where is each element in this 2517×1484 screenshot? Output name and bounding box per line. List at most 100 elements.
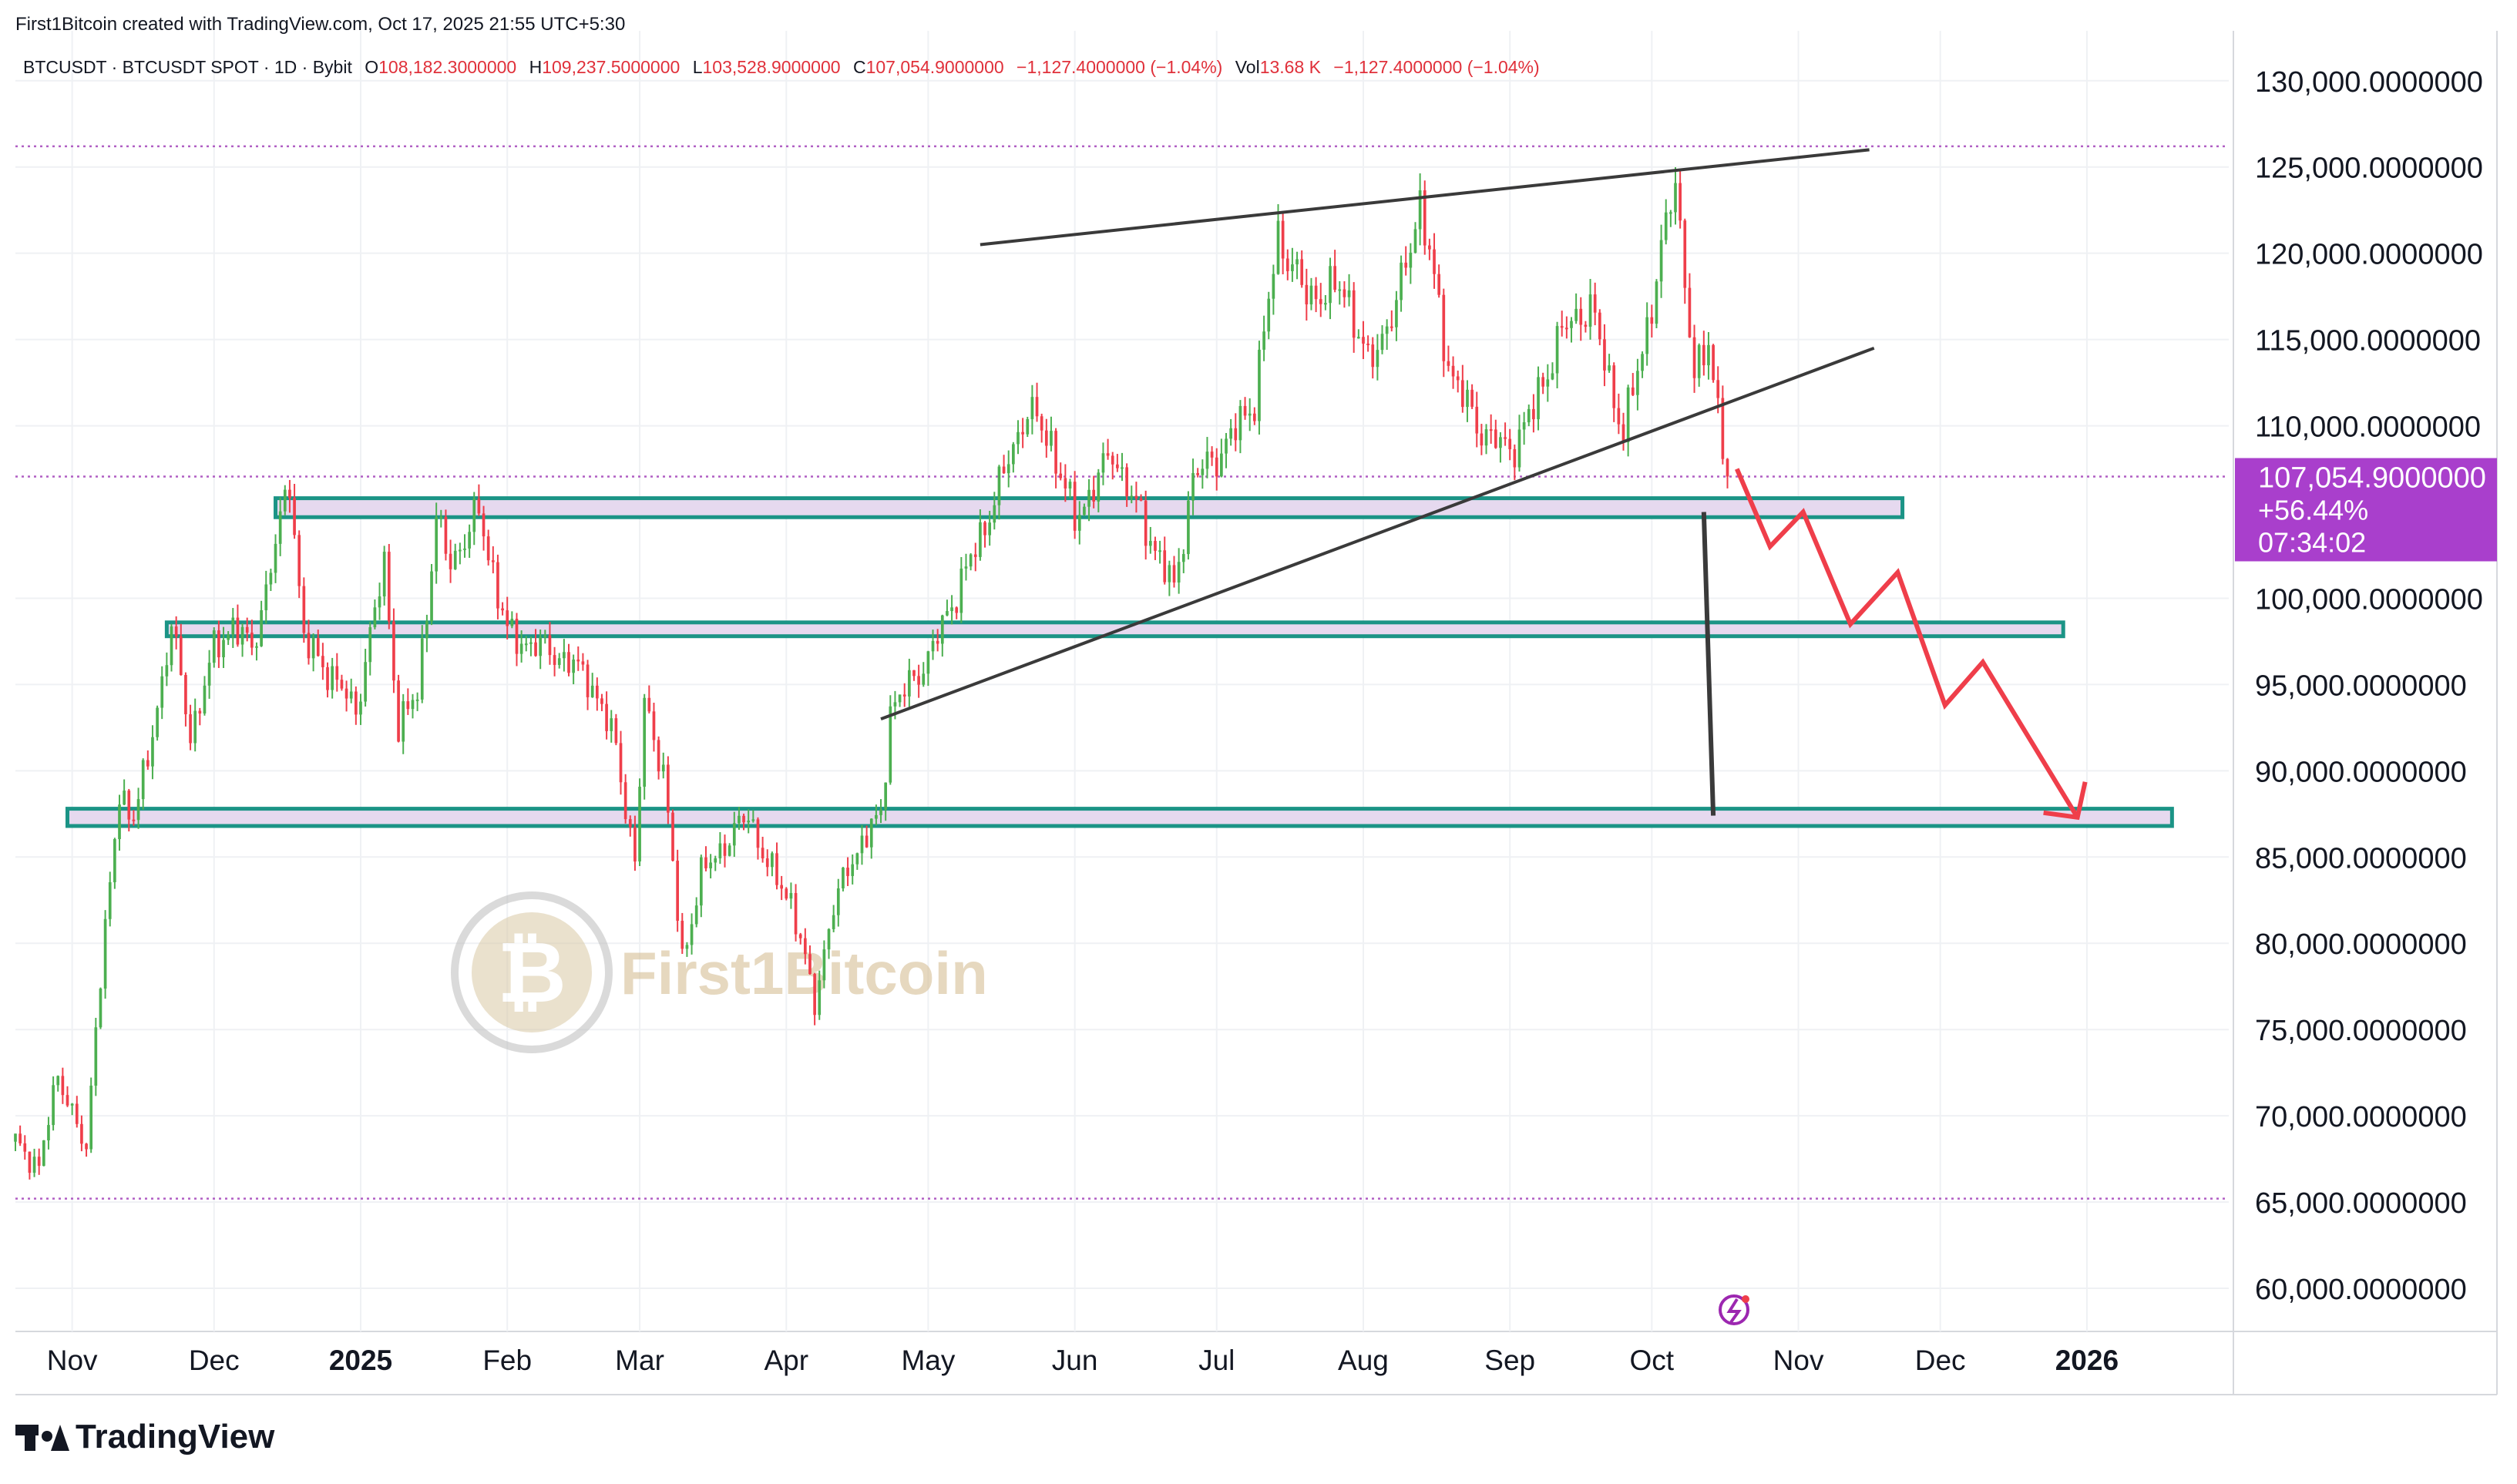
candle-body: [1012, 444, 1015, 465]
x-tick-label: 2026: [2055, 1345, 2119, 1376]
candle-body: [66, 1095, 69, 1106]
candle-body: [14, 1133, 17, 1142]
candle-body: [1413, 229, 1417, 253]
candle-body: [32, 1157, 36, 1173]
candle-body: [738, 815, 741, 824]
candle-body: [1220, 453, 1223, 477]
candle-body: [42, 1140, 45, 1167]
candle-body: [1697, 344, 1701, 378]
candle-body: [269, 572, 273, 585]
candle-body: [1588, 294, 1592, 327]
candle-body: [1064, 478, 1067, 489]
candle-body: [1641, 354, 1644, 371]
measure-line: [1701, 512, 1716, 816]
candle-body: [1201, 468, 1205, 475]
candle-body: [959, 568, 963, 613]
candle-body: [1352, 290, 1356, 338]
candle-body: [1267, 298, 1271, 332]
candle-body: [619, 743, 623, 783]
candle-body: [1196, 472, 1200, 475]
candle-body: [1111, 455, 1114, 465]
close-label: C: [852, 57, 866, 77]
candle-body: [1017, 431, 1020, 445]
candle-body: [893, 702, 897, 707]
candle-body: [1517, 429, 1521, 468]
x-tick-label: Aug: [1338, 1345, 1389, 1376]
candle-body: [1158, 550, 1161, 552]
candle-body: [1329, 266, 1332, 304]
candle-body: [1721, 398, 1725, 459]
candle-body: [728, 845, 731, 856]
candle-body: [842, 868, 845, 888]
candle-body: [1650, 317, 1654, 324]
volume-label: Vol: [1235, 57, 1260, 77]
watermark-coin-icon: [472, 912, 592, 1032]
symbol-label[interactable]: BTCUSDT · BTCUSDT SPOT · 1D · Bybit: [23, 57, 352, 77]
tradingview-icon: [15, 1420, 69, 1454]
x-tick-label: Dec: [189, 1345, 240, 1376]
candle-body: [245, 626, 249, 633]
candle-body: [406, 701, 410, 710]
candle-body: [264, 584, 268, 610]
candle-body: [832, 915, 835, 929]
candle-body: [222, 640, 225, 658]
event-lightning-icon[interactable]: [1719, 1294, 1749, 1325]
candle-body: [1470, 389, 1474, 407]
candle-body: [539, 637, 543, 656]
candle-body: [278, 511, 282, 544]
candle-body: [236, 617, 240, 645]
candle-body: [1215, 457, 1218, 477]
candle-body: [794, 893, 798, 935]
candle-body: [1527, 408, 1531, 423]
candle-body: [529, 642, 533, 644]
candle-body: [1356, 337, 1360, 339]
candle-body: [1385, 326, 1389, 334]
candle-body: [1712, 344, 1715, 381]
candle-body: [747, 821, 751, 823]
candle-body: [884, 782, 888, 810]
candle-body: [1442, 294, 1446, 361]
candle-body: [765, 858, 769, 868]
candle-body: [510, 619, 514, 626]
candle-body: [1570, 321, 1573, 328]
candle-body: [141, 760, 145, 800]
candle-body: [1555, 326, 1559, 374]
candle-body: [99, 989, 102, 1028]
candle-body: [590, 685, 594, 697]
candle-body: [1272, 274, 1275, 299]
candle-body: [1546, 379, 1550, 387]
candle-body: [1002, 466, 1006, 474]
y-tick-label: 65,000.0000000: [2255, 1187, 2467, 1220]
candle-body: [1461, 380, 1464, 408]
candle-body: [23, 1143, 27, 1152]
candle-body: [1234, 428, 1238, 441]
candle-body: [146, 760, 150, 767]
candle-body: [1319, 299, 1322, 304]
candle-body: [453, 550, 457, 569]
candle-body: [699, 857, 703, 906]
candle-body: [576, 660, 580, 662]
ohlc-legend: BTCUSDT · BTCUSDT SPOT · 1D · Bybit O108…: [23, 57, 1540, 78]
candle-body: [316, 638, 320, 656]
candle-body: [288, 489, 291, 499]
candle-body: [368, 627, 372, 663]
candle-body: [411, 700, 415, 710]
candle-body: [955, 607, 959, 613]
candle-body: [1499, 437, 1502, 448]
candle-body: [132, 819, 136, 821]
candle-body: [685, 945, 689, 949]
candle-body: [392, 621, 395, 681]
x-tick-label: Jun: [1052, 1345, 1098, 1376]
candle-body: [1617, 408, 1621, 425]
candle-body: [969, 554, 973, 567]
candle-body: [1121, 467, 1124, 469]
candle-body: [331, 666, 334, 690]
candle-body: [889, 706, 892, 783]
tradingview-logo[interactable]: TradingView: [15, 1418, 274, 1456]
x-tick-label: Dec: [1915, 1345, 1966, 1376]
tradingview-brand: TradingView: [76, 1418, 275, 1455]
candle-body: [382, 552, 386, 597]
candle-body: [439, 516, 443, 519]
candle-body: [567, 652, 570, 673]
